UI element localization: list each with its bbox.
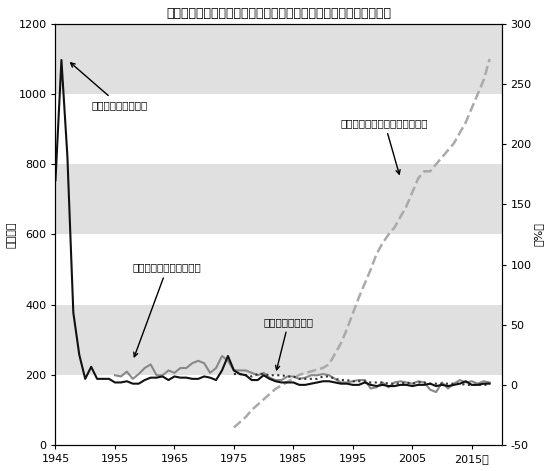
Y-axis label: （兆円）: （兆円）: [7, 221, 17, 248]
Bar: [56, 24, 502, 94]
Text: インフレ率（右軸）: インフレ率（右軸）: [70, 63, 147, 110]
Y-axis label: （%）: （%）: [533, 222, 543, 246]
Text: 名目経済成長率（右軸）: 名目経済成長率（右軸）: [133, 262, 201, 357]
Text: 国・地方長期債務残高（左軸）: 国・地方長期債務残高（左軸）: [341, 118, 428, 174]
Bar: [56, 305, 502, 375]
Text: 長期金利（右軸）: 長期金利（右軸）: [263, 317, 314, 370]
Title: 国・地方長期債務残高、長期金利、インフレ率、経済成長率の推移: 国・地方長期債務残高、長期金利、インフレ率、経済成長率の推移: [166, 7, 391, 20]
Bar: [56, 164, 502, 235]
